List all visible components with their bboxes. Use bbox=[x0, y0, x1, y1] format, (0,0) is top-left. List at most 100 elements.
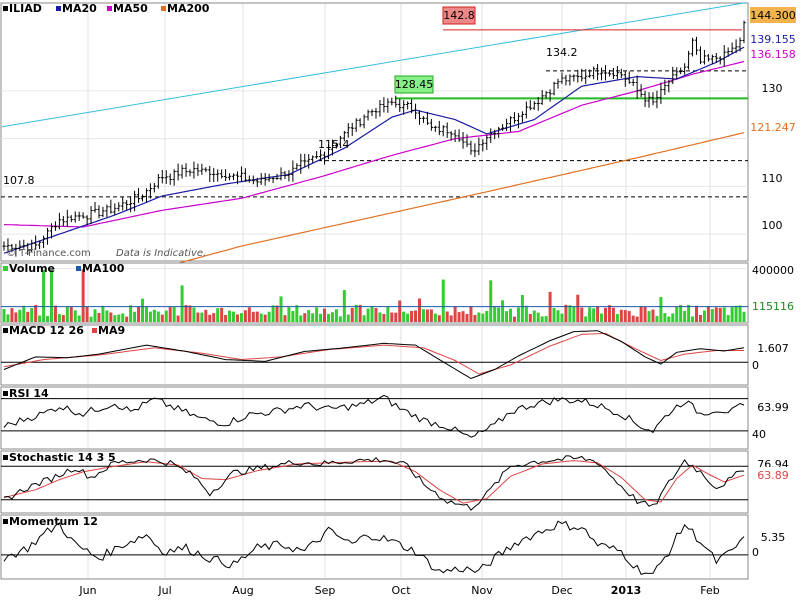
momentum-value: 5.35 bbox=[761, 531, 786, 544]
legend-swatch-momentum bbox=[3, 519, 8, 524]
macd-badge bbox=[750, 340, 796, 355]
rsi-marks bbox=[1, 388, 748, 448]
price-axis: 130 110 100 144.300 139.155 136.158 121.… bbox=[750, 7, 796, 232]
price-tick-110: 110 bbox=[762, 172, 783, 185]
volume-bar bbox=[544, 316, 548, 322]
volume-bar bbox=[133, 311, 137, 322]
volume-bar bbox=[358, 304, 362, 322]
volume-tick: 400000 bbox=[752, 264, 794, 277]
volume-bar bbox=[323, 308, 327, 322]
volume-bar bbox=[509, 308, 513, 322]
volume-bar bbox=[334, 309, 338, 322]
volume-bar bbox=[184, 305, 188, 322]
legend-swatch-ma50 bbox=[107, 6, 112, 11]
macd-panel-frame bbox=[0, 324, 749, 386]
volume-bar bbox=[18, 309, 22, 322]
price-panel: ILIAD MA20 MA50 MA200 © T-Finance.com Da… bbox=[0, 2, 796, 312]
disclaimer: Data is Indicative. bbox=[116, 248, 206, 259]
volume-bar bbox=[303, 313, 307, 322]
legend-stoch: Stochastic 14 3 5 bbox=[9, 451, 116, 464]
legend-price: ILIAD bbox=[9, 2, 42, 15]
volume-bar bbox=[176, 315, 180, 322]
legend-momentum: Momentum 12 bbox=[9, 515, 98, 528]
rsi-badge bbox=[750, 399, 796, 414]
volume-bar bbox=[655, 315, 659, 322]
volume-bar bbox=[528, 314, 532, 322]
momentum-badge bbox=[750, 529, 796, 544]
volume-bar bbox=[441, 279, 445, 322]
volume-bar bbox=[14, 312, 18, 322]
volume-bar bbox=[410, 310, 414, 322]
volume-bar bbox=[386, 306, 390, 322]
volume-bar bbox=[596, 306, 600, 322]
volume-bar bbox=[679, 305, 683, 322]
legend-ma100: MA100 bbox=[82, 262, 125, 275]
volume-bar bbox=[350, 307, 354, 322]
volume-bar bbox=[216, 308, 220, 322]
volume-bar bbox=[251, 311, 255, 322]
volume-bar bbox=[247, 307, 251, 322]
volume-bar bbox=[714, 307, 718, 322]
stoch-d-value: 63.89 bbox=[757, 469, 789, 482]
x-label-jun: Jun bbox=[78, 584, 96, 597]
x-axis: Jun Jul Aug Sep Oct Nov Dec 2013 Feb bbox=[78, 584, 719, 597]
volume-bar bbox=[212, 313, 216, 322]
volume-bar bbox=[505, 311, 509, 322]
volume-bar bbox=[540, 316, 544, 322]
volume-bar bbox=[338, 316, 342, 322]
volume-bar bbox=[57, 314, 61, 322]
volume-bar bbox=[615, 314, 619, 322]
volume-bar bbox=[414, 310, 418, 322]
volume-bar bbox=[560, 313, 564, 322]
volume-bar bbox=[220, 307, 224, 322]
ma200-value: 121.247 bbox=[750, 121, 796, 134]
volume-bar bbox=[85, 306, 89, 322]
volume-bar bbox=[172, 307, 176, 322]
macd-line bbox=[3, 330, 745, 380]
legend-ma9: MA9 bbox=[98, 324, 125, 337]
volume-bar bbox=[473, 314, 477, 322]
volume-bar bbox=[141, 298, 145, 322]
volume-bar bbox=[501, 300, 505, 322]
volume-bar bbox=[603, 307, 607, 322]
price-grid bbox=[1, 4, 748, 260]
volume-bar bbox=[421, 309, 425, 322]
volume-bar bbox=[675, 306, 679, 322]
legend-macd: MACD 12 26 bbox=[9, 324, 84, 337]
volume-bar bbox=[121, 313, 125, 322]
volume-bar bbox=[556, 310, 560, 322]
volume-bar bbox=[77, 315, 81, 322]
volume-bar bbox=[299, 315, 303, 322]
stoch-legend: Stochastic 14 3 5 bbox=[3, 451, 116, 464]
volume-bar bbox=[639, 306, 643, 322]
volume-bar bbox=[46, 315, 50, 322]
legend-swatch-ma100 bbox=[76, 266, 81, 271]
volume-bar bbox=[342, 290, 346, 322]
volume-bar bbox=[536, 312, 540, 322]
volume-bar bbox=[180, 285, 184, 322]
volume-bar bbox=[267, 311, 271, 322]
volume-bar bbox=[374, 307, 378, 322]
volume-bar bbox=[667, 316, 671, 322]
volume-bar bbox=[168, 307, 172, 322]
volume-bar bbox=[469, 306, 473, 322]
volume-bar bbox=[572, 306, 576, 322]
volume-bar bbox=[607, 305, 611, 322]
legend-ma200: MA200 bbox=[167, 2, 210, 15]
volume-bar bbox=[164, 310, 168, 322]
volume-bar bbox=[568, 305, 572, 322]
legend-rsi: RSI 14 bbox=[9, 387, 49, 400]
volume-ma-badge bbox=[750, 298, 796, 313]
volume-bar bbox=[26, 311, 30, 322]
volume-bar bbox=[30, 307, 34, 322]
volume-bar bbox=[2, 309, 6, 322]
ma20-line bbox=[3, 46, 745, 254]
volume-bar bbox=[734, 305, 738, 322]
volume-bar bbox=[592, 308, 596, 322]
volume-bar bbox=[366, 308, 370, 322]
volume-bar bbox=[263, 314, 267, 322]
volume-bar bbox=[42, 270, 46, 322]
level-text-115-4: 115.4 bbox=[318, 138, 350, 151]
volume-bar bbox=[188, 305, 192, 322]
volume-bar bbox=[89, 316, 93, 322]
